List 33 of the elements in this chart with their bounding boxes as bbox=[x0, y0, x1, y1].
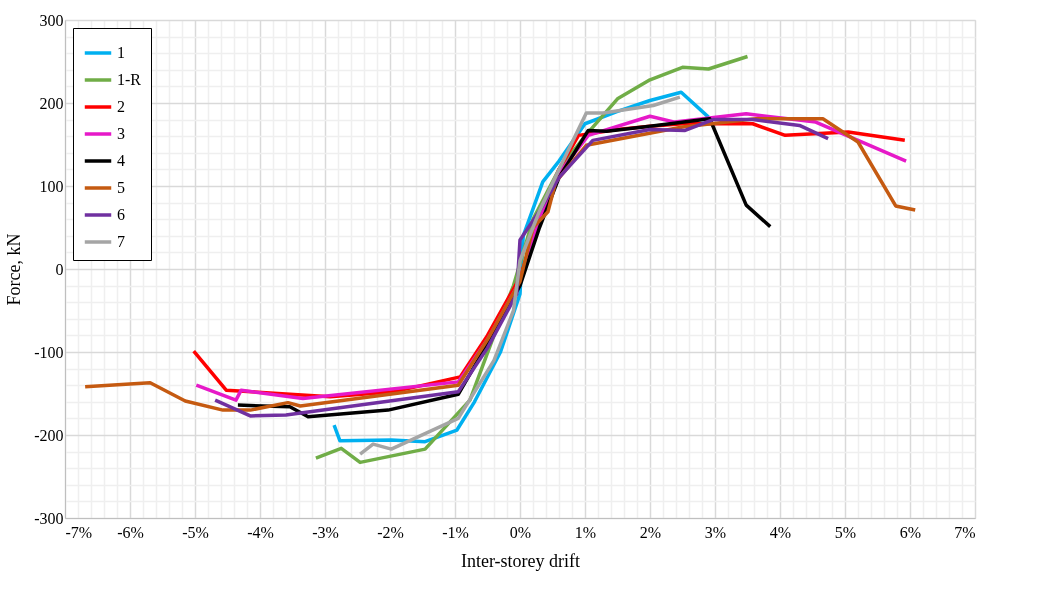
legend-label: 1 bbox=[117, 44, 125, 61]
y-tick-label: 100 bbox=[39, 177, 64, 195]
x-tick-label: 2% bbox=[639, 523, 662, 541]
y-tick-label: 300 bbox=[39, 11, 64, 29]
x-tick-label: -3% bbox=[312, 523, 339, 541]
x-tick-label: 0% bbox=[509, 523, 532, 541]
x-tick-label: 7% bbox=[954, 523, 976, 541]
y-tick-label: -100 bbox=[34, 343, 64, 361]
legend-label: 7 bbox=[117, 233, 125, 250]
legend-label: 2 bbox=[117, 98, 125, 115]
x-axis-title: Inter-storey drift bbox=[460, 550, 581, 571]
y-tick-label: -300 bbox=[34, 509, 64, 527]
y-tick-label: -200 bbox=[34, 426, 64, 444]
x-tick-label: -1% bbox=[442, 523, 469, 541]
legend-label: 5 bbox=[117, 179, 125, 196]
x-tick-label: -6% bbox=[117, 523, 144, 541]
x-tick-label: 6% bbox=[899, 523, 922, 541]
x-tick-label: -2% bbox=[377, 523, 404, 541]
x-tick-label: 5% bbox=[834, 523, 857, 541]
legend-label: 6 bbox=[117, 206, 125, 223]
x-tick-label: -7% bbox=[65, 523, 93, 541]
legend-label: 4 bbox=[117, 152, 125, 169]
x-tick-label: -5% bbox=[182, 523, 209, 541]
y-tick-label: 200 bbox=[39, 94, 64, 112]
line-series bbox=[358, 95, 682, 456]
legend-label: 1-R bbox=[117, 71, 142, 88]
x-tick-label: 3% bbox=[704, 523, 727, 541]
x-tick-label: -4% bbox=[247, 523, 274, 541]
legend-label: 3 bbox=[117, 125, 125, 142]
x-tick-label: 4% bbox=[769, 523, 792, 541]
x-tick-label: 1% bbox=[574, 523, 597, 541]
y-axis-title: Force, kN bbox=[4, 233, 25, 306]
y-tick-label: 0 bbox=[55, 260, 64, 278]
